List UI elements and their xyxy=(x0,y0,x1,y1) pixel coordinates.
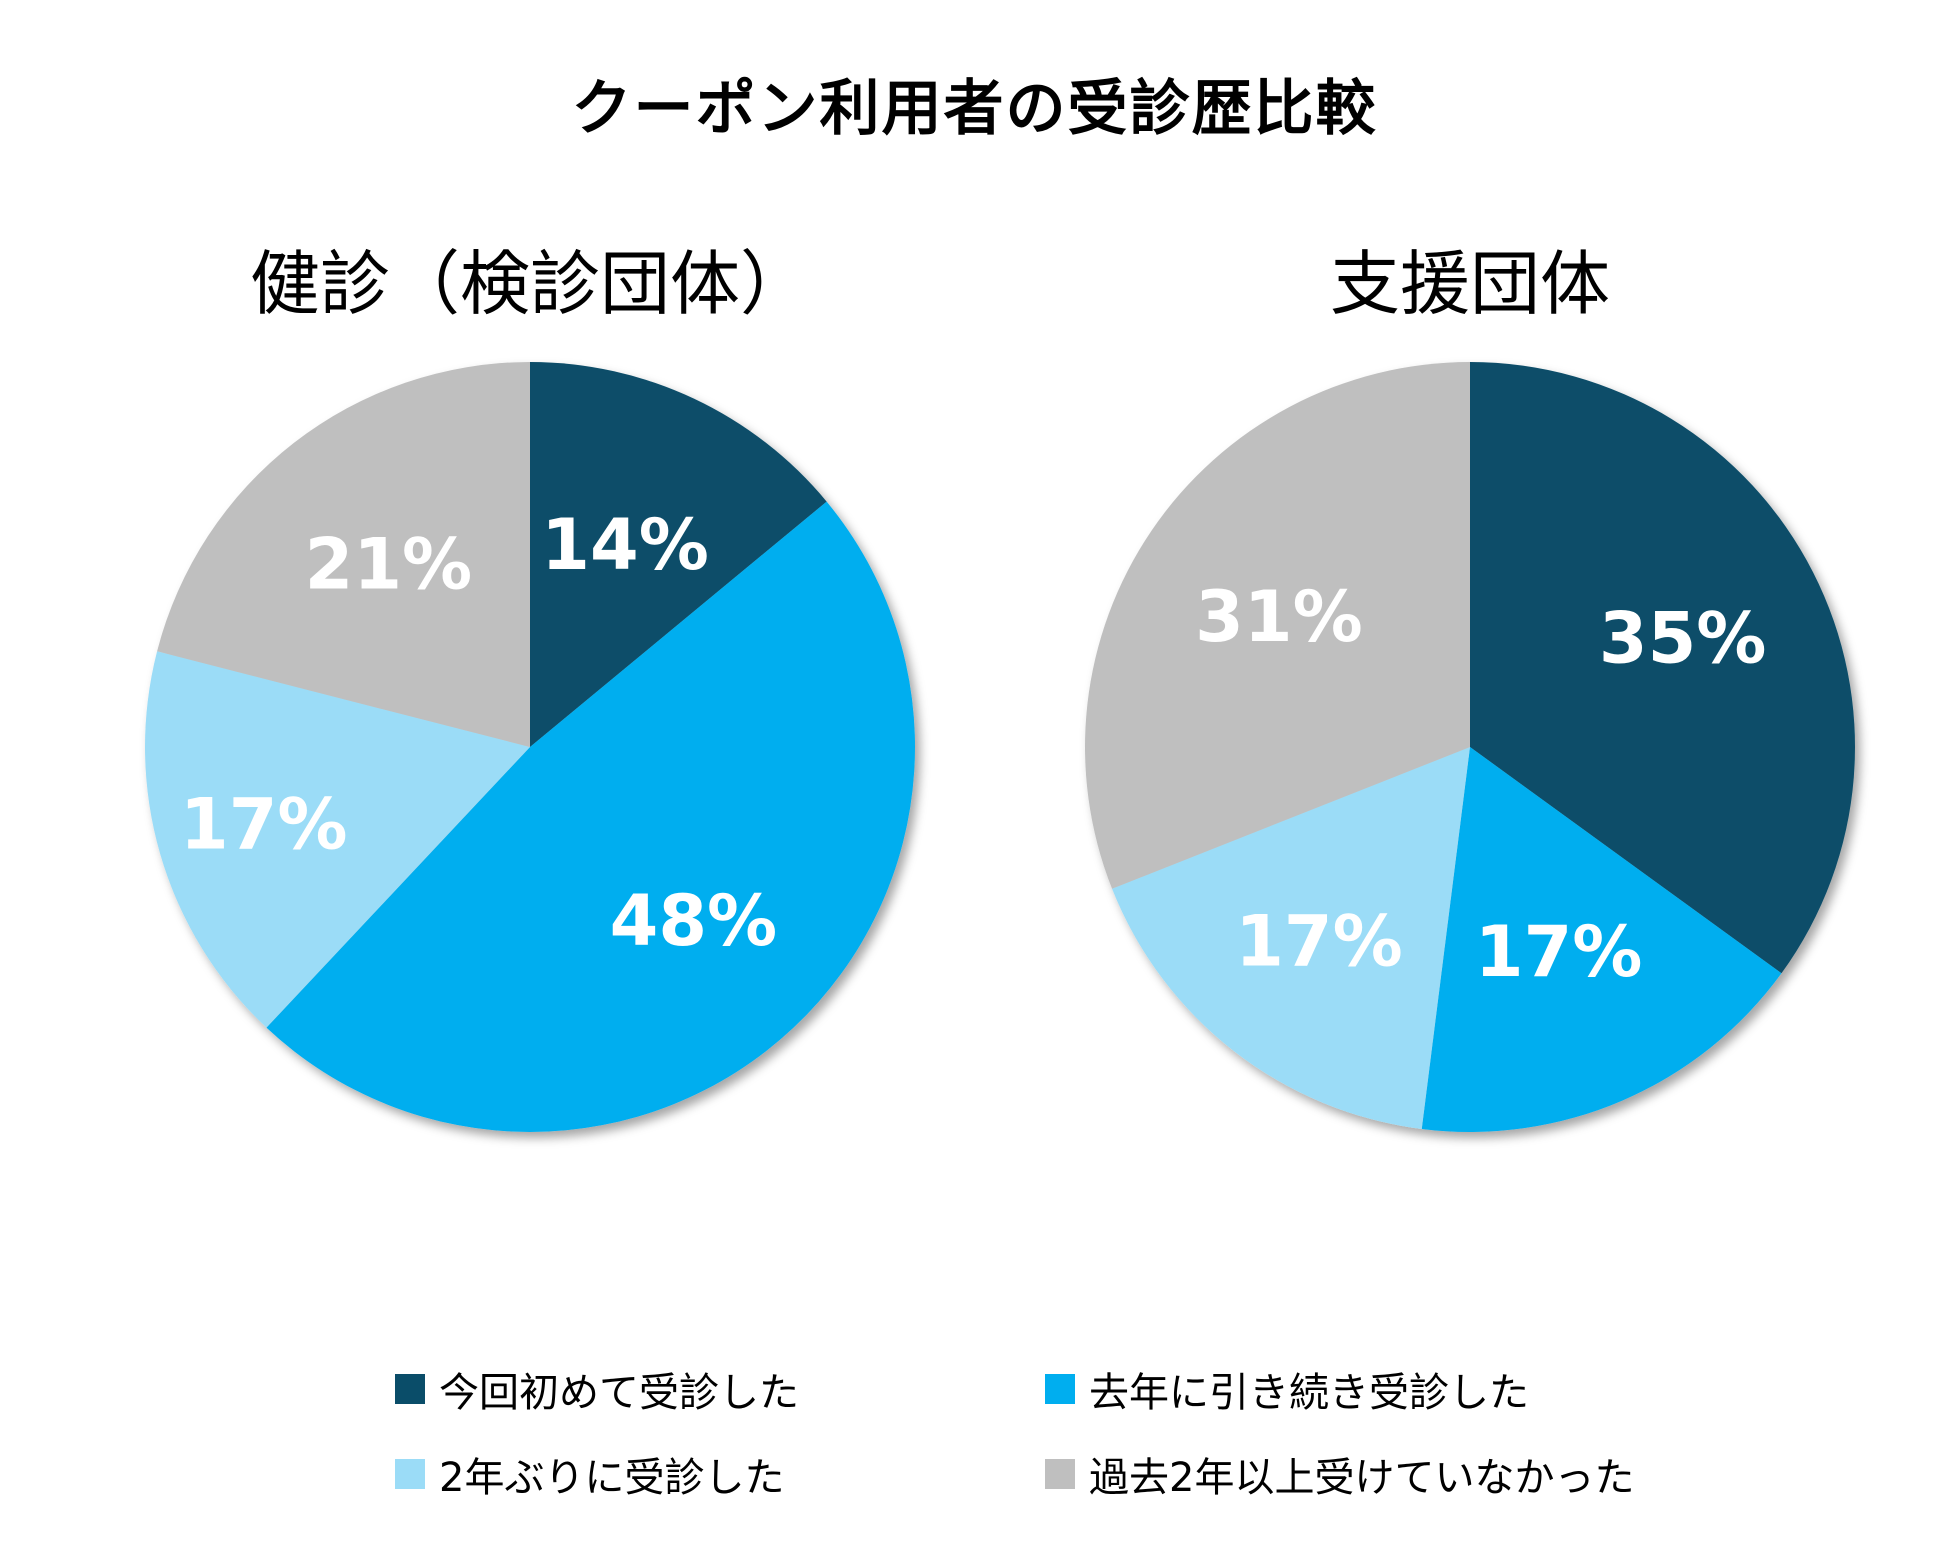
pie-title-shien: 支援団体 xyxy=(1330,243,1610,325)
legend-item-after-two-years: 2年ぶりに受診した xyxy=(395,1445,784,1503)
pie-chart-1 xyxy=(145,362,915,1132)
pie1-label-after-two-years: 17% xyxy=(180,783,348,865)
legend-label-first-time: 今回初めて受診した xyxy=(439,1370,799,1416)
pie2-slice-not-for-2plus-years xyxy=(1085,361,1470,889)
pie2-slice-continued xyxy=(1421,747,1782,1132)
pie2-slice-after-two-years xyxy=(1112,747,1470,1129)
pie2-label-after-two-years: 17% xyxy=(1235,901,1403,983)
legend-swatch-continued xyxy=(1045,1374,1075,1404)
legend-swatch-not-for-2plus-years xyxy=(1045,1459,1075,1489)
pie1-slice-after-two-years xyxy=(145,651,531,1028)
pie2-slice-first-time xyxy=(1470,362,1855,974)
pie-labels-2: 35% 17% 17% 31% xyxy=(1195,576,1766,993)
pie1-slice-not-for-2plus-years xyxy=(157,362,530,747)
legend-swatch-after-two-years xyxy=(395,1459,425,1489)
pie2-label-first-time: 35% xyxy=(1599,598,1767,680)
legend-swatch-first-time xyxy=(395,1374,425,1404)
legend-item-first-time: 今回初めて受診した xyxy=(395,1360,799,1418)
pie-labels-1: 14% 48% 17% 21% xyxy=(180,504,777,962)
legend-item-not-for-2plus-years: 過去2年以上受けていなかった xyxy=(1045,1445,1634,1503)
pie2-label-continued: 17% xyxy=(1475,911,1643,993)
pie2-label-not-for-2plus-years: 31% xyxy=(1195,576,1363,658)
pie1-label-continued: 48% xyxy=(610,880,778,962)
pie1-slice-continued xyxy=(266,501,915,1132)
pie1-label-not-for-2plus-years: 21% xyxy=(305,523,473,605)
pie-chart-2 xyxy=(1085,361,1855,1132)
pie1-slice-first-time xyxy=(530,362,827,747)
legend-label-after-two-years: 2年ぶりに受診した xyxy=(439,1455,785,1501)
legend-label-not-for-2plus-years: 過去2年以上受けていなかった xyxy=(1089,1455,1635,1501)
chart-title: クーポン利用者の受診歴比較 xyxy=(571,74,1378,144)
legend-label-continued: 去年に引き続き受診した xyxy=(1089,1370,1529,1416)
legend-item-continued: 去年に引き続き受診した xyxy=(1045,1360,1529,1418)
pie-title-kenshin: 健診（検診団体） xyxy=(250,243,810,325)
pie1-label-first-time: 14% xyxy=(541,504,709,586)
